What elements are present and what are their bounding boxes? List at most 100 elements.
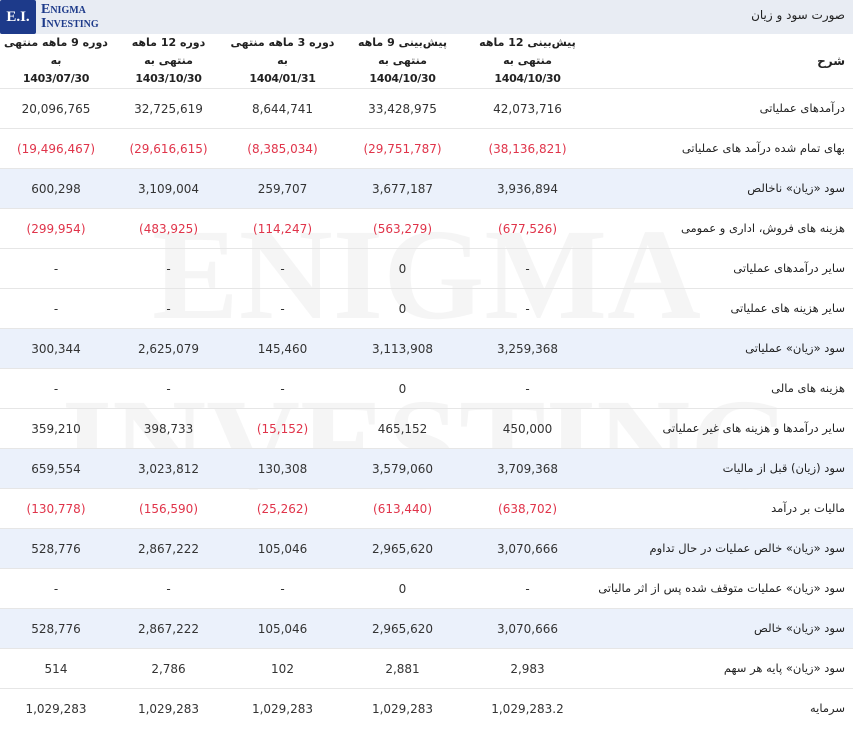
header-bar: E.I. Enigma Investing صورت سود و زیان [0, 0, 853, 34]
column-header-title: دوره 12 ماهه منتهی به [131, 36, 206, 67]
cell-value: 528,776 [0, 608, 112, 649]
row-label: سود (زیان) قبل از مالیات [590, 448, 853, 489]
column-header: دوره 9 ماهه منتهی به 1403/07/30 [0, 34, 112, 89]
cell-value: - [112, 288, 225, 329]
cell-value: 0 [340, 248, 465, 289]
table-row: سایر درآمدهای عملیاتی -0- - - [0, 248, 853, 289]
cell-value: 465,152 [340, 408, 465, 449]
column-header-title: دوره 3 ماهه منتهی به [230, 36, 335, 67]
table-row: سود «زیان» عملیات متوقف شده پس از اثر ما… [0, 568, 853, 609]
cell-value: 1,029,283 [225, 688, 340, 729]
column-header-date: 1403/07/30 [22, 72, 90, 85]
row-label: سود «زیان» خالص عملیات در حال تداوم [590, 528, 853, 569]
cell-value: 1,029,283.2 [465, 688, 590, 729]
cell-value: - [0, 248, 112, 289]
cell-value: - [112, 568, 225, 609]
cell-value: 398,733 [112, 408, 225, 449]
table-row: سود «زیان» عملیاتی 3,259,368 3,113,908 145,… [0, 328, 853, 369]
row-label: بهای تمام شده درآمد های عملیاتی [590, 128, 853, 169]
column-header-date: 1403/10/30 [135, 72, 202, 85]
cell-value: (25,262) [225, 488, 340, 529]
column-header-title: پیش‌بینی 9 ماهه منتهی به [358, 36, 447, 67]
row-label: سرمایه [590, 688, 853, 729]
cell-value: 0 [340, 568, 465, 609]
cell-value: (29,616,615) [112, 128, 225, 169]
table-row: سرمایه 1,029,283.2 1,029,283 1,029,283 1,029… [0, 688, 853, 729]
cell-value: 1,029,283 [112, 688, 225, 729]
cell-value: 3,677,187 [340, 168, 465, 209]
cell-value: 2,965,620 [340, 528, 465, 569]
page-title: صورت سود و زیان [751, 8, 845, 22]
column-header: پیش‌بینی 9 ماهه منتهی به 1404/10/30 [340, 34, 465, 89]
cell-value: 42,073,716 [465, 88, 590, 129]
cell-value: (130,778) [0, 488, 112, 529]
cell-value: 2,965,620 [340, 608, 465, 649]
cell-value: 0 [340, 288, 465, 329]
column-header-label: شرح [817, 54, 845, 68]
cell-value: 3,936,894 [465, 168, 590, 209]
cell-value: 2,867,222 [112, 528, 225, 569]
cell-value: 105,046 [225, 608, 340, 649]
cell-value: 300,344 [0, 328, 112, 369]
cell-value: 2,625,079 [112, 328, 225, 369]
cell-value: 20,096,765 [0, 88, 112, 129]
cell-value: (638,702) [465, 488, 590, 529]
cell-value: - [0, 568, 112, 609]
cell-value: 528,776 [0, 528, 112, 569]
cell-value: 3,259,368 [465, 328, 590, 369]
cell-value: (38,136,821) [465, 128, 590, 169]
cell-value: 3,579,060 [340, 448, 465, 489]
cell-value: - [225, 248, 340, 289]
cell-value: 259,707 [225, 168, 340, 209]
cell-value: 8,644,741 [225, 88, 340, 129]
cell-value: 659,554 [0, 448, 112, 489]
cell-value: 3,023,812 [112, 448, 225, 489]
row-label: سود «زیان» پایه هر سهم [590, 648, 853, 689]
cell-value: - [0, 368, 112, 409]
table-row: بهای تمام شده درآمد های عملیاتی (38,136,8… [0, 128, 853, 169]
cell-value: 32,725,619 [112, 88, 225, 129]
cell-value: 1,029,283 [340, 688, 465, 729]
cell-value: - [225, 288, 340, 329]
cell-value: 33,428,975 [340, 88, 465, 129]
cell-value: - [112, 368, 225, 409]
cell-value: (156,590) [112, 488, 225, 529]
cell-value: (563,279) [340, 208, 465, 249]
cell-value: 450,000 [465, 408, 590, 449]
column-header-date: 1404/01/31 [249, 72, 316, 85]
row-label: هزینه های فروش، اداری و عمومی [590, 208, 853, 249]
table-row: هزینه های مالی -0- - - [0, 368, 853, 409]
logo-line1: Enigma [41, 2, 86, 17]
table-row: سایر هزینه های عملیاتی -0- - - [0, 288, 853, 329]
cell-value: 1,029,283 [0, 688, 112, 729]
row-label: سایر درآمدهای عملیاتی [590, 248, 853, 289]
row-label: سود «زیان» خالص [590, 608, 853, 649]
cell-value: 359,210 [0, 408, 112, 449]
column-header-date: 1404/10/30 [494, 72, 561, 85]
cell-value: (114,247) [225, 208, 340, 249]
cell-value: - [465, 368, 590, 409]
table-row: سود (زیان) قبل از مالیات 3,709,368 3,579,0… [0, 448, 853, 489]
column-header-title: دوره 9 ماهه منتهی به [4, 36, 108, 67]
logo-mark: E.I. [0, 0, 36, 34]
cell-value: (19,496,467) [0, 128, 112, 169]
cell-value: - [225, 568, 340, 609]
cell-value: - [112, 248, 225, 289]
cell-value: 2,881 [340, 648, 465, 689]
cell-value: - [465, 248, 590, 289]
cell-value: (29,751,787) [340, 128, 465, 169]
cell-value: - [225, 368, 340, 409]
row-label: سود «زیان» ناخالص [590, 168, 853, 209]
cell-value: (613,440) [340, 488, 465, 529]
cell-value: (8,385,034) [225, 128, 340, 169]
column-header: دوره 12 ماهه منتهی به 1403/10/30 [112, 34, 225, 89]
row-label: سود «زیان» عملیات متوقف شده پس از اثر ما… [590, 568, 853, 609]
cell-value: (15,152) [225, 408, 340, 449]
row-label: سایر درآمدها و هزینه های غیر عملیاتی [590, 408, 853, 449]
table-row: سایر درآمدها و هزینه های غیر عملیاتی 450,… [0, 408, 853, 449]
row-label: درآمدهای عملیاتی [590, 88, 853, 129]
cell-value: 105,046 [225, 528, 340, 569]
table-row: هزینه های فروش، اداری و عمومی (677,526) (5… [0, 208, 853, 249]
row-label: سود «زیان» عملیاتی [590, 328, 853, 369]
cell-value: 600,298 [0, 168, 112, 209]
